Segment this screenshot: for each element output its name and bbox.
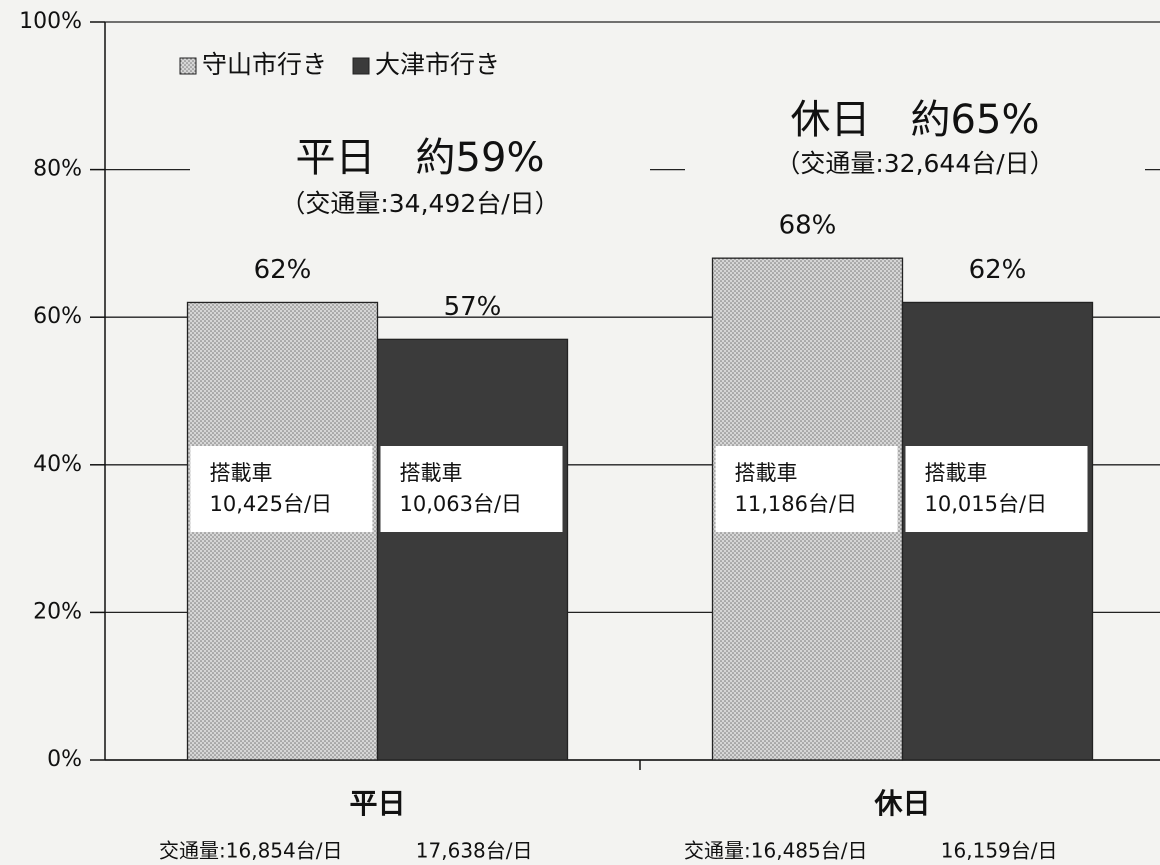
inner-label: 10,425台/日 bbox=[210, 492, 333, 516]
group-subtitle: （交通量:32,644台/日） bbox=[775, 149, 1054, 178]
x-tick-label: 休日 bbox=[873, 787, 930, 820]
bar bbox=[376, 338, 569, 761]
group-title: 休日 約65% bbox=[791, 97, 1040, 143]
legend-bg bbox=[170, 44, 590, 88]
traffic-label: 17,638台/日 bbox=[416, 839, 533, 863]
group-subtitle: （交通量:34,492台/日） bbox=[280, 189, 559, 218]
traffic-label: 16,159台/日 bbox=[941, 839, 1058, 863]
inner-label: 搭載車 bbox=[210, 461, 273, 485]
inner-label-box bbox=[380, 446, 563, 532]
legend-label: 大津市行き bbox=[375, 50, 500, 79]
title-bg bbox=[685, 94, 1145, 185]
legend-label: 守山市行き bbox=[202, 50, 327, 79]
inner-label: 搭載車 bbox=[925, 461, 988, 485]
inner-label-box bbox=[190, 446, 373, 532]
group-title: 平日 約59% bbox=[296, 135, 545, 181]
y-tick-label: 100% bbox=[19, 9, 82, 34]
data-label: 57% bbox=[444, 292, 502, 322]
inner-label-box bbox=[715, 446, 898, 532]
data-label: 62% bbox=[254, 255, 312, 285]
x-tick-label: 平日 bbox=[349, 787, 405, 820]
legend-swatch bbox=[179, 57, 197, 75]
title-bg bbox=[190, 132, 650, 225]
inner-label: 搭載車 bbox=[735, 461, 798, 485]
y-tick-label: 40% bbox=[33, 452, 82, 477]
legend-swatch bbox=[352, 57, 370, 75]
traffic-label: 交通量:16,485台/日 bbox=[684, 839, 867, 863]
inner-label-box bbox=[905, 446, 1088, 532]
y-tick-label: 20% bbox=[33, 599, 82, 624]
y-tick-label: 60% bbox=[33, 304, 82, 329]
data-label: 68% bbox=[779, 211, 837, 241]
inner-label: 10,015台/日 bbox=[925, 492, 1048, 516]
inner-label: 搭載車 bbox=[400, 461, 463, 485]
y-tick-label: 80% bbox=[33, 157, 82, 182]
data-label: 62% bbox=[969, 255, 1027, 285]
y-tick-label: 0% bbox=[47, 747, 82, 772]
traffic-label: 交通量:16,854台/日 bbox=[159, 839, 342, 863]
inner-label: 11,186台/日 bbox=[735, 492, 858, 516]
inner-label: 10,063台/日 bbox=[400, 492, 523, 516]
